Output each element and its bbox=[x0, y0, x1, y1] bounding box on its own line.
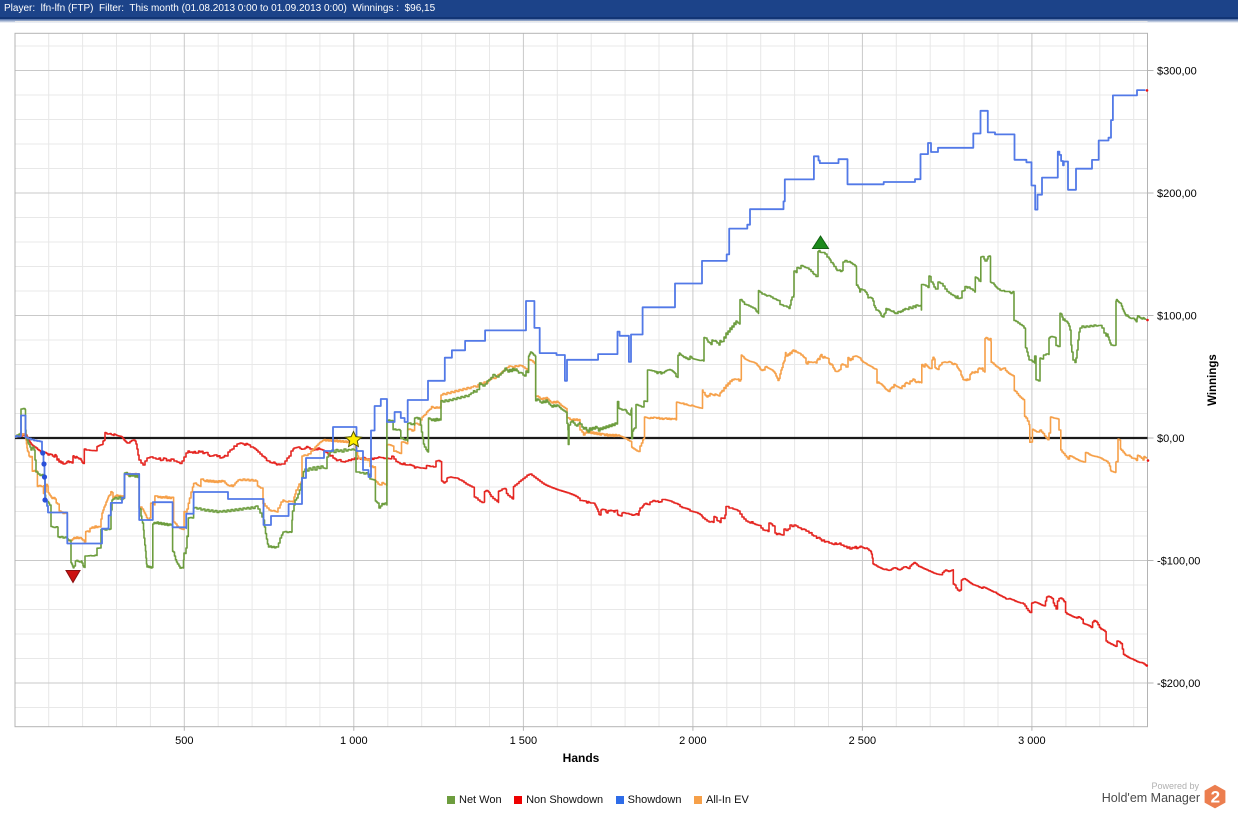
svg-text:500: 500 bbox=[175, 735, 193, 747]
svg-text:Winnings: Winnings bbox=[1207, 354, 1219, 406]
svg-text:2 500: 2 500 bbox=[849, 735, 877, 747]
svg-text:$100,00: $100,00 bbox=[1157, 311, 1197, 323]
svg-text:-$200,00: -$200,00 bbox=[1157, 678, 1200, 690]
svg-text:1 500: 1 500 bbox=[510, 735, 538, 747]
svg-text:$200,00: $200,00 bbox=[1157, 188, 1197, 200]
svg-text:-$100,00: -$100,00 bbox=[1157, 556, 1200, 568]
svg-text:$0,00: $0,00 bbox=[1157, 433, 1185, 445]
svg-text:$300,00: $300,00 bbox=[1157, 66, 1197, 78]
svg-text:2 000: 2 000 bbox=[679, 735, 707, 747]
svg-text:3 000: 3 000 bbox=[1018, 735, 1046, 747]
svg-text:1 000: 1 000 bbox=[340, 735, 368, 747]
svg-text:Hands: Hands bbox=[563, 751, 600, 765]
svg-text:2: 2 bbox=[1211, 788, 1220, 807]
